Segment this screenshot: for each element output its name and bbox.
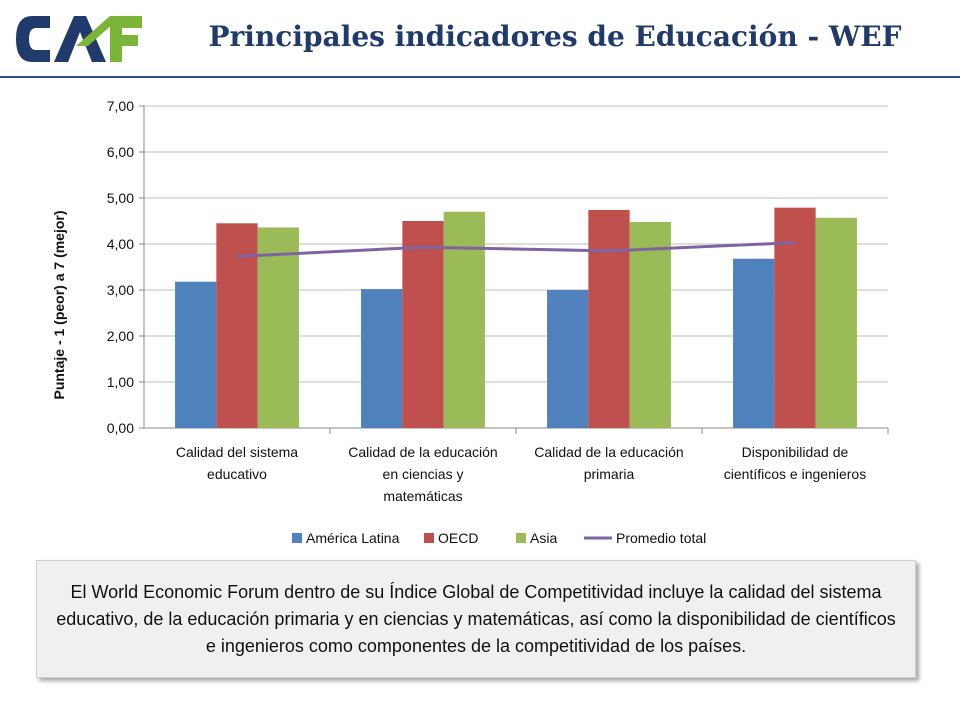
y-tick-label: 6,00 xyxy=(107,144,134,160)
logo-letter-f xyxy=(110,16,142,62)
legend-label: América Latina xyxy=(306,530,400,546)
y-tick-label: 3,00 xyxy=(107,282,134,298)
bar-asia xyxy=(443,211,485,428)
page-title: Principales indicadores de Educación - W… xyxy=(208,20,902,53)
note-box: El World Economic Forum dentro de su Índ… xyxy=(36,560,916,678)
x-tick-label: Calidad de la educación xyxy=(534,444,683,460)
y-axis-label: Puntaje - 1 (peor) a 7 (mejor) xyxy=(51,210,67,399)
title-divider xyxy=(0,76,960,78)
legend-label: OECD xyxy=(438,530,478,546)
chart-legend: América Latina OECD Asia Promedio total xyxy=(292,530,706,546)
x-tick-label: educativo xyxy=(207,466,267,482)
logo-letter-a xyxy=(54,16,106,62)
x-tick-label: en ciencias y xyxy=(383,466,464,482)
y-tick-label: 1,00 xyxy=(107,374,134,390)
line-promedio-total xyxy=(236,241,796,258)
y-tick-label: 5,00 xyxy=(107,190,134,206)
legend-label: Asia xyxy=(530,530,557,546)
bar-américa-latina xyxy=(547,290,589,428)
bar-oecd xyxy=(774,207,816,428)
x-tick-label: Calidad del sistema xyxy=(176,444,298,460)
bar-américa-latina xyxy=(361,289,403,428)
x-tick-label: Calidad de la educación xyxy=(348,444,497,460)
legend-swatch xyxy=(292,533,302,543)
bar-oecd xyxy=(402,221,444,428)
bar-américa-latina xyxy=(175,281,217,428)
y-tick-label: 4,00 xyxy=(107,236,134,252)
x-axis-labels: Calidad del sistema educativo Calidad de l… xyxy=(176,428,889,504)
bar-chart: 0,00 1,00 2,00 3,00 4,00 5,00 6,00 7,00 Calidad… xyxy=(51,98,889,546)
note-text: El World Economic Forum dentro de su Índ… xyxy=(56,581,896,656)
chart-bars xyxy=(175,207,857,428)
y-tick-label: 7,00 xyxy=(107,98,134,114)
x-tick-label: primaria xyxy=(584,466,635,482)
y-tick-label: 0,00 xyxy=(107,420,134,436)
y-tick-label: 2,00 xyxy=(107,328,134,344)
bar-oecd xyxy=(216,223,258,428)
legend-swatch xyxy=(424,533,434,543)
chart-average-line xyxy=(236,241,796,258)
caf-logo xyxy=(16,16,142,62)
bar-oecd xyxy=(588,209,630,428)
bar-américa-latina xyxy=(733,258,775,428)
bar-asia xyxy=(629,221,671,428)
legend-swatch xyxy=(516,533,526,543)
bar-asia xyxy=(815,217,857,428)
x-tick-label: científicos e ingenieros xyxy=(724,466,866,482)
x-tick-label: matemáticas xyxy=(383,488,462,504)
bar-asia xyxy=(257,227,299,428)
legend-label: Promedio total xyxy=(616,530,706,546)
x-tick-label: Disponibilidad de xyxy=(742,444,849,460)
logo-letter-c xyxy=(16,16,50,62)
